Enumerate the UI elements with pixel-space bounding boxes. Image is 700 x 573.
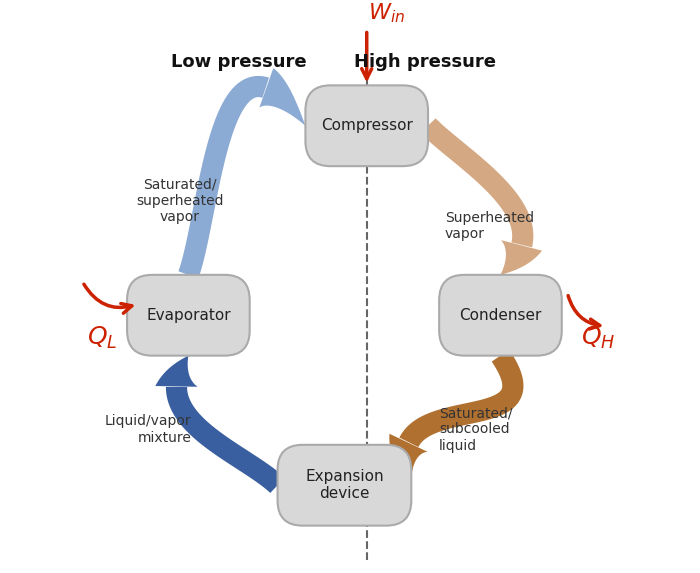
- Text: $\boldsymbol{Q_H}$: $\boldsymbol{Q_H}$: [581, 324, 615, 351]
- Text: High pressure: High pressure: [354, 53, 496, 70]
- Text: Low pressure: Low pressure: [171, 53, 307, 70]
- Polygon shape: [389, 434, 428, 485]
- Text: Saturated/
superheated
vapor: Saturated/ superheated vapor: [136, 178, 224, 224]
- Polygon shape: [400, 350, 524, 447]
- FancyBboxPatch shape: [127, 275, 250, 356]
- FancyBboxPatch shape: [439, 275, 562, 356]
- FancyBboxPatch shape: [305, 85, 428, 166]
- Text: Condenser: Condenser: [459, 308, 542, 323]
- Text: Superheated
vapor: Superheated vapor: [444, 211, 534, 241]
- Text: Compressor: Compressor: [321, 118, 413, 134]
- Polygon shape: [178, 76, 269, 278]
- Polygon shape: [155, 356, 197, 387]
- Text: Evaporator: Evaporator: [146, 308, 231, 323]
- Text: Liquid/vapor
mixture: Liquid/vapor mixture: [104, 414, 191, 445]
- Polygon shape: [259, 68, 305, 125]
- Polygon shape: [421, 119, 533, 248]
- Text: Expansion
device: Expansion device: [305, 469, 384, 501]
- Text: $\boldsymbol{Q_L}$: $\boldsymbol{Q_L}$: [87, 324, 117, 351]
- Text: Saturated/
subcooled
liquid: Saturated/ subcooled liquid: [439, 406, 512, 453]
- Polygon shape: [166, 387, 285, 493]
- FancyBboxPatch shape: [277, 445, 412, 525]
- Text: $\boldsymbol{W_{in}}$: $\boldsymbol{W_{in}}$: [368, 1, 405, 25]
- Polygon shape: [500, 240, 542, 275]
